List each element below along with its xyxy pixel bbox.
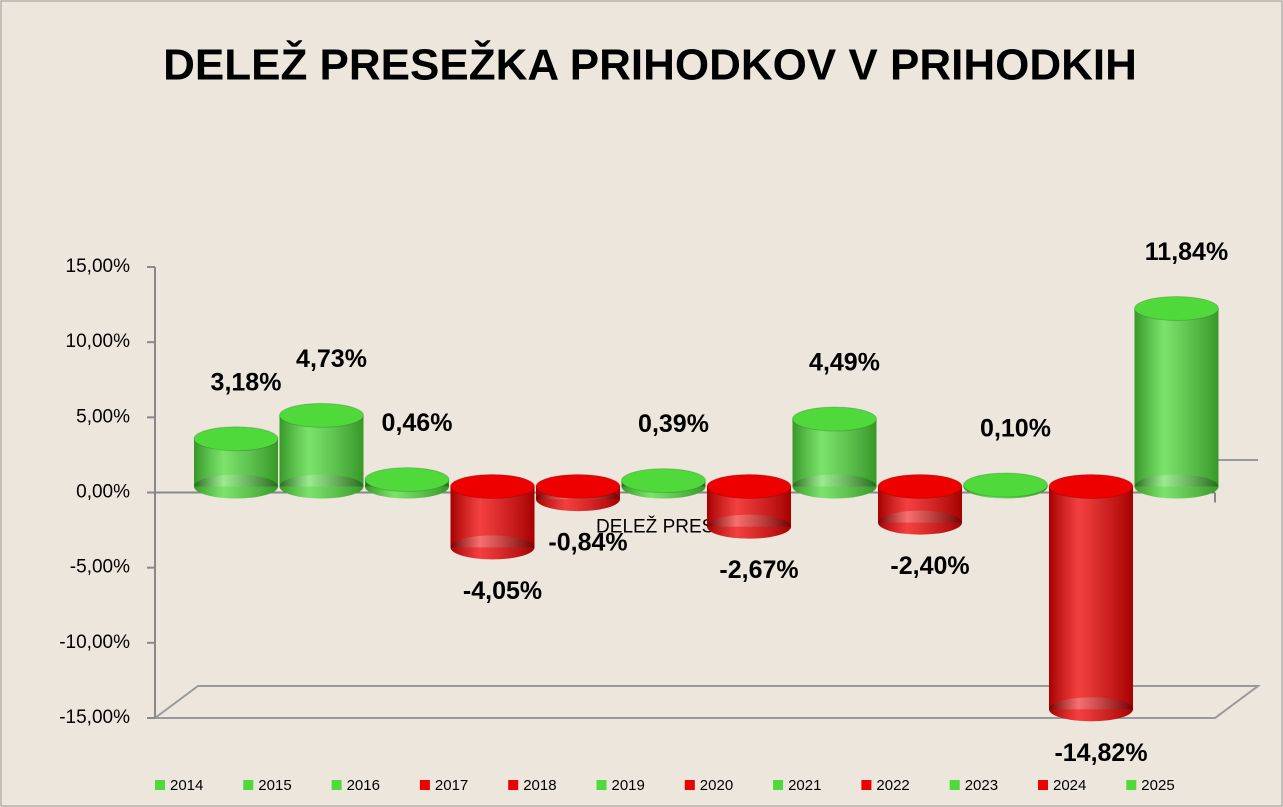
bar-top <box>963 472 1048 498</box>
bar-top <box>877 474 963 499</box>
bar-top <box>621 468 706 494</box>
bar-top <box>1134 296 1219 322</box>
bar-bottom-shade <box>792 474 877 499</box>
legend-swatch <box>684 780 695 790</box>
legend-swatch <box>949 780 960 790</box>
bar <box>450 474 535 560</box>
bar-top <box>792 406 877 432</box>
data-label: -4,05% <box>463 577 542 605</box>
bar <box>1048 474 1134 722</box>
bar-bottom-shade <box>707 514 791 539</box>
y-tick-label: 10,00% <box>66 331 131 352</box>
legend-label: 2019 <box>612 777 645 794</box>
data-label: 0,46% <box>382 409 453 437</box>
data-label: -0,84% <box>548 529 627 557</box>
legend-swatch <box>508 780 519 790</box>
bar-bottom-shade <box>279 474 364 499</box>
legend-label: 2016 <box>347 777 380 794</box>
bar-top <box>450 474 535 499</box>
legend-swatch <box>243 780 254 790</box>
y-tick-label: 0,00% <box>76 482 130 503</box>
y-tick-label: -15,00% <box>59 707 130 728</box>
data-label: -14,82% <box>1054 739 1147 767</box>
bar <box>279 402 364 499</box>
legend-swatch <box>331 780 342 790</box>
bar <box>364 467 450 499</box>
bar <box>193 426 279 499</box>
data-label: 0,39% <box>638 410 709 438</box>
legend-label: 2015 <box>258 777 291 794</box>
data-label: 4,49% <box>809 349 880 377</box>
legend-swatch <box>419 780 430 790</box>
bar-top <box>535 474 621 499</box>
legend-swatch <box>596 780 607 790</box>
data-label: 4,73% <box>296 345 367 373</box>
bar-bottom-shade <box>878 510 962 535</box>
bar <box>792 406 877 499</box>
legend-swatch <box>1038 780 1048 790</box>
y-tick-label: 5,00% <box>76 406 130 427</box>
bar-bottom-shade <box>194 474 278 499</box>
legend-label: 2020 <box>700 777 733 794</box>
bar-top <box>706 474 792 499</box>
bar <box>1134 296 1219 499</box>
legend-label: 2024 <box>1053 777 1086 794</box>
y-tick-label: 15,00% <box>66 256 131 277</box>
bar-top <box>364 467 450 493</box>
bar-shade <box>1049 486 1133 710</box>
legend-label: 2025 <box>1141 777 1174 794</box>
bar-top <box>279 402 364 428</box>
bar-bottom-shade <box>450 535 535 560</box>
legend-swatch <box>861 780 872 790</box>
legend-label: 2018 <box>523 777 556 794</box>
legend-label: 2022 <box>876 777 909 794</box>
legend-label: 2021 <box>788 777 821 794</box>
bar-bottom-shade <box>1049 697 1133 722</box>
data-label: -2,40% <box>890 552 969 580</box>
bar-top <box>193 426 279 452</box>
legend-label: 2017 <box>435 777 468 794</box>
bar-shade <box>1134 308 1219 487</box>
legend-label: 2023 <box>965 777 998 794</box>
legend-swatch <box>773 780 784 790</box>
y-tick-label: -5,00% <box>70 557 130 578</box>
legend-swatch <box>1126 780 1137 790</box>
y-tick-label: -10,00% <box>59 632 130 653</box>
bar <box>877 474 963 535</box>
data-label: -2,67% <box>719 556 798 584</box>
legend-swatch <box>155 780 165 790</box>
chart-title: DELEŽ PRESEŽKA PRIHODKOV V PRIHODKIH <box>163 40 1137 90</box>
legend-label: 2014 <box>170 777 203 794</box>
bar <box>621 468 706 499</box>
bar <box>535 474 621 512</box>
bar-bottom-shade <box>1134 474 1219 499</box>
bar <box>706 474 792 539</box>
data-label: 11,84% <box>1145 238 1228 266</box>
bar-top <box>1048 474 1134 499</box>
data-label: 3,18% <box>211 368 282 396</box>
bar <box>963 472 1048 499</box>
floor <box>151 685 1262 719</box>
data-label: 0,10% <box>980 415 1051 443</box>
